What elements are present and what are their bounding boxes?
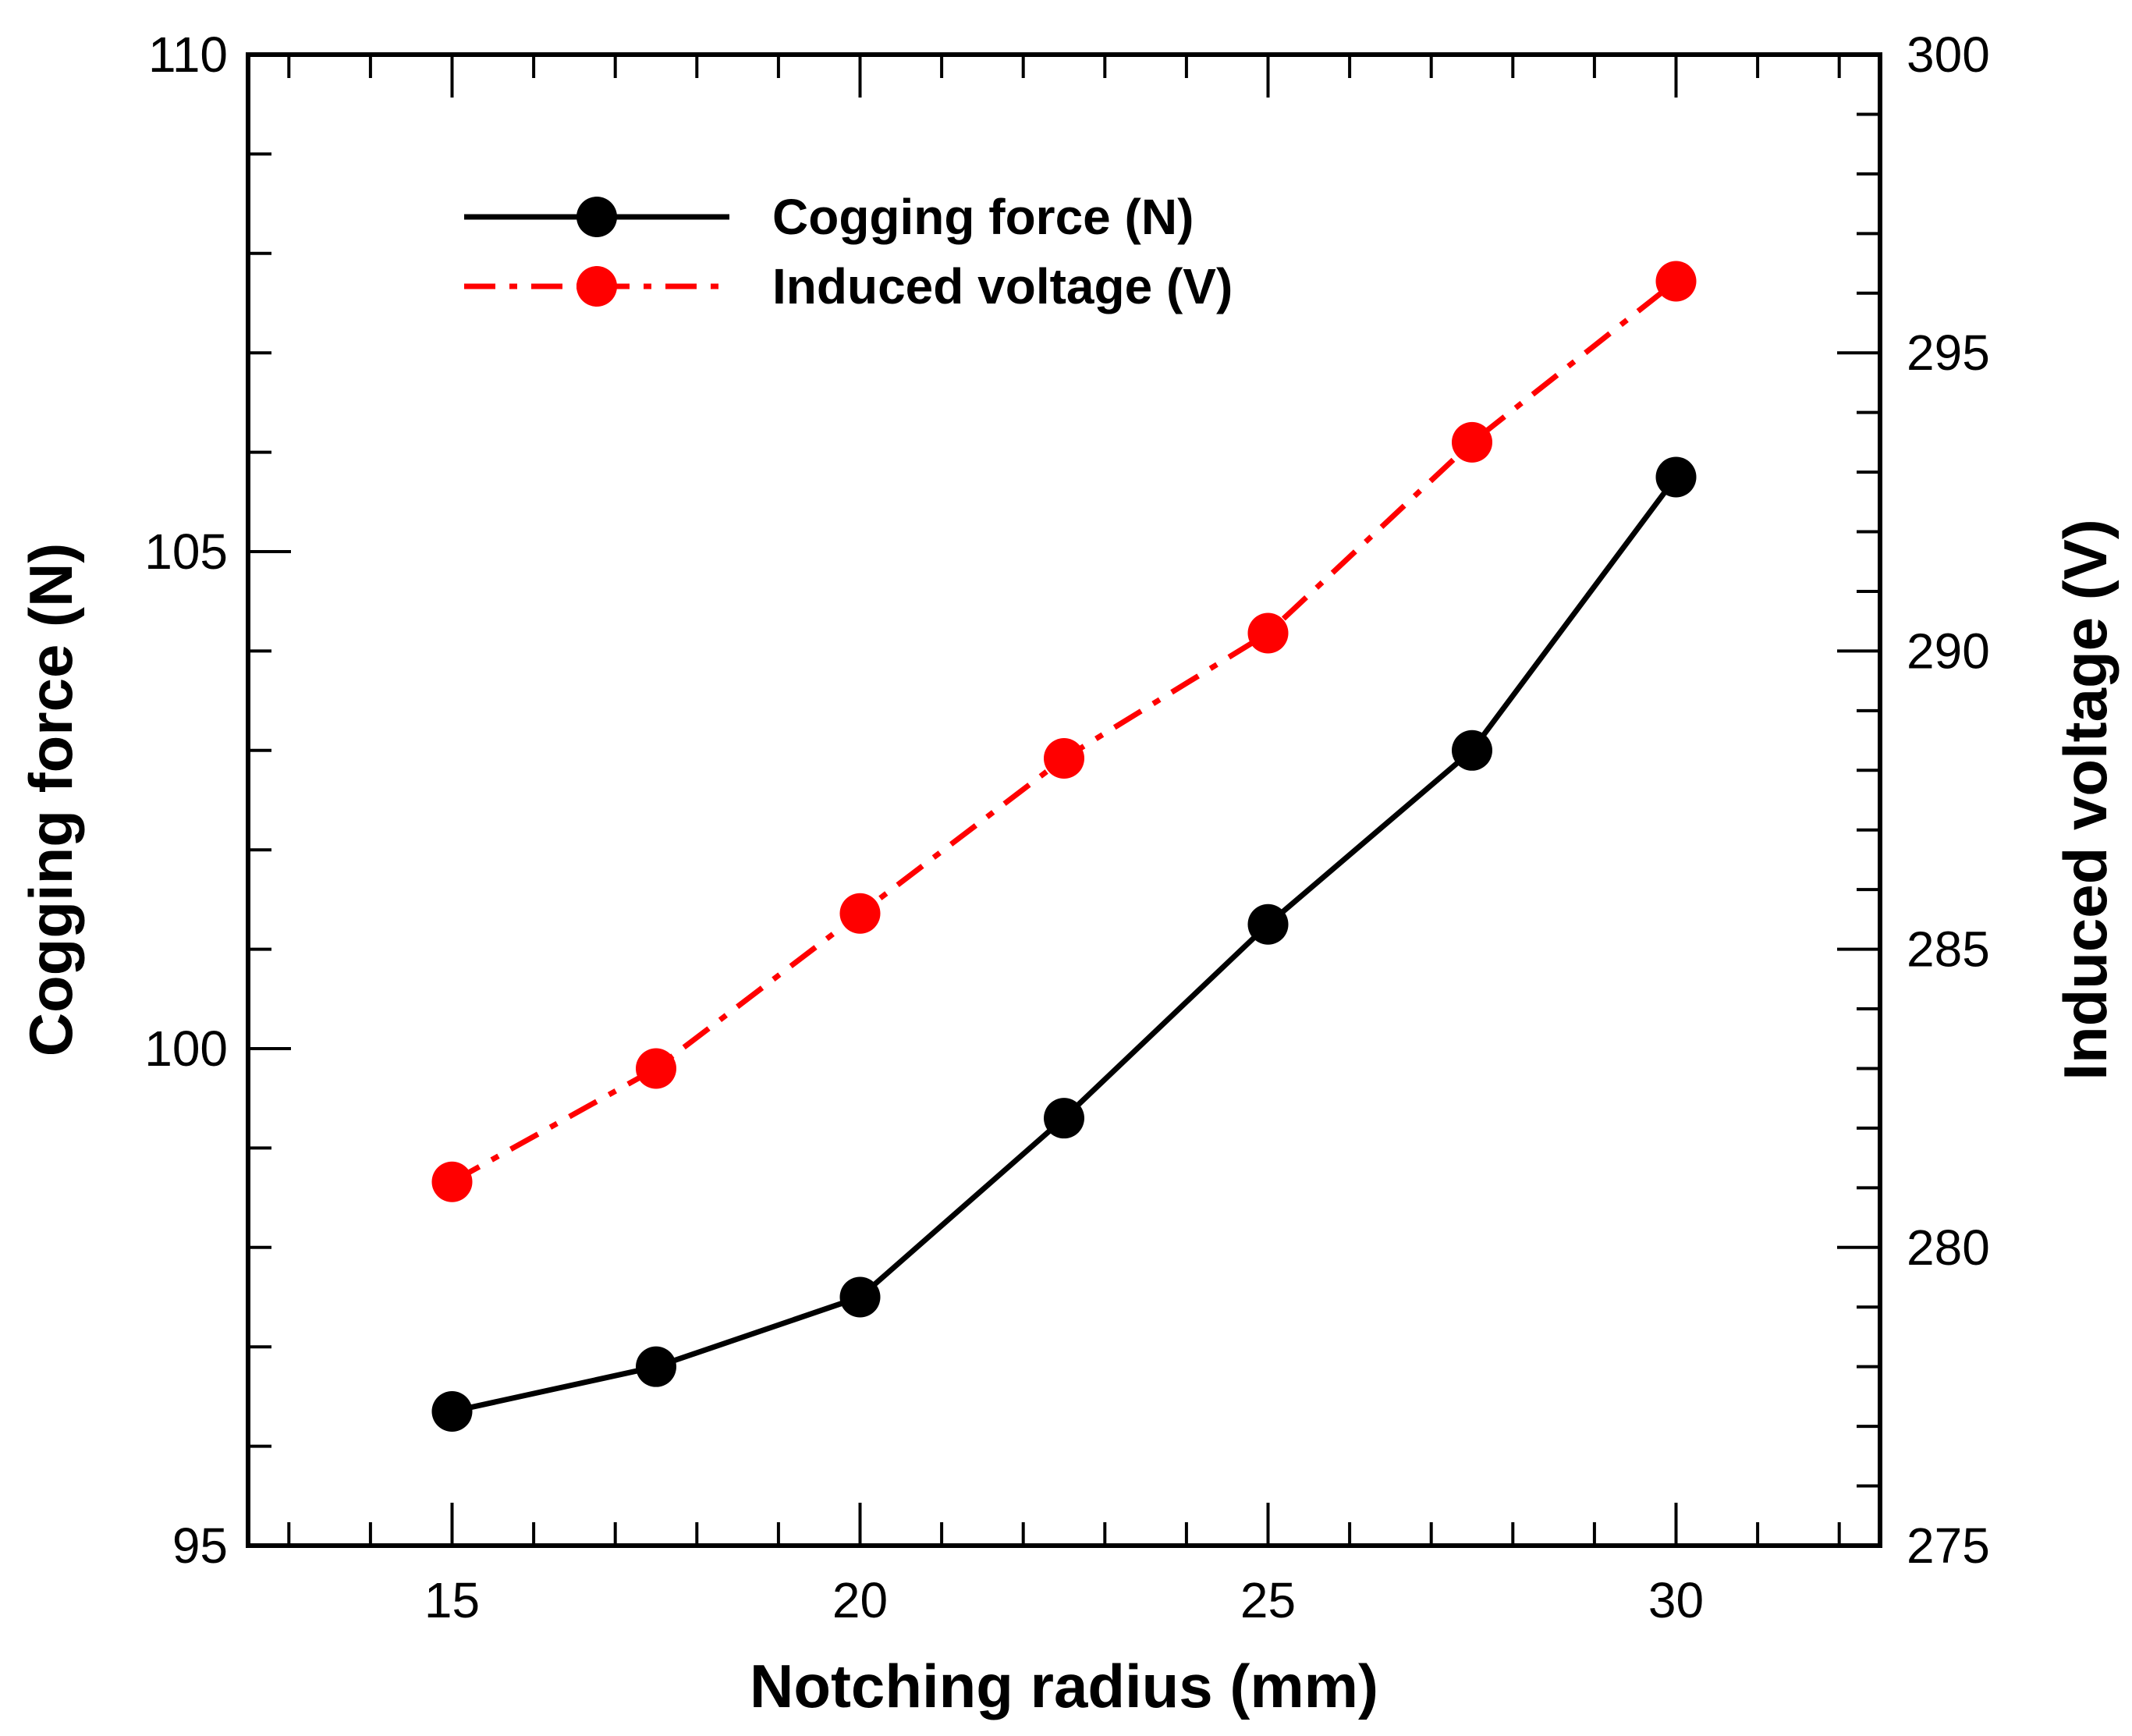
legend-marker-voltage: [576, 266, 617, 307]
x-tick-label: 25: [1240, 1572, 1296, 1628]
cogging-force-point: [1247, 904, 1289, 945]
induced-voltage-point: [1452, 421, 1492, 463]
induced-voltage-point: [1655, 261, 1697, 302]
cogging-force-point: [431, 1391, 473, 1432]
y-left-tick-label: 105: [144, 524, 228, 580]
x-tick-label: 20: [832, 1572, 888, 1628]
induced-voltage-point: [431, 1161, 473, 1202]
induced-voltage-point: [1044, 737, 1084, 779]
y-right-tick-label: 300: [1907, 27, 1990, 83]
y-left-tick-label: 100: [144, 1021, 228, 1077]
x-tick-label: 15: [424, 1572, 480, 1628]
plot-frame: [246, 52, 1882, 1548]
induced-voltage-line: [450, 279, 1678, 1184]
x-axis-title: Notching radius (mm): [750, 1652, 1378, 1720]
legend-label-cogging: Cogging force (N): [772, 189, 1194, 245]
cogging-force-point: [1452, 730, 1492, 771]
y-right-tick-label: 285: [1907, 921, 1990, 978]
y-left-axis-title: Cogging force (N): [16, 543, 85, 1057]
series-points: [431, 261, 1697, 1432]
y-right-axis-title: Induced voltage (V): [2051, 519, 2120, 1080]
induced-voltage-point: [839, 893, 881, 934]
cogging-force-point: [1044, 1098, 1084, 1139]
legend: Cogging force (N) Induced voltage (V): [464, 189, 1233, 314]
y-left-tick-label: 110: [148, 27, 228, 83]
cogging-force-point: [636, 1346, 676, 1387]
y-right-tick-label: 295: [1907, 325, 1990, 381]
cogging-force-line: [451, 475, 1679, 1415]
y-right-tick-label: 275: [1907, 1518, 1990, 1574]
ticks: [248, 53, 1880, 1547]
y-left-tick-label: 95: [172, 1518, 228, 1574]
tick-labels: 15 20 25 30 95 100 105 110 275 280 285 290 295 300: [144, 27, 1990, 1628]
series-lines: [450, 279, 1679, 1415]
y-right-tick-label: 280: [1907, 1219, 1990, 1276]
x-tick-label: 30: [1648, 1572, 1704, 1628]
cogging-force-point: [839, 1276, 881, 1318]
induced-voltage-point: [636, 1048, 676, 1089]
legend-marker-cogging: [576, 197, 617, 237]
y-right-tick-label: 290: [1907, 623, 1990, 679]
induced-voltage-point: [1247, 612, 1289, 654]
legend-label-voltage: Induced voltage (V): [772, 258, 1233, 314]
cogging-force-point: [1655, 456, 1697, 498]
